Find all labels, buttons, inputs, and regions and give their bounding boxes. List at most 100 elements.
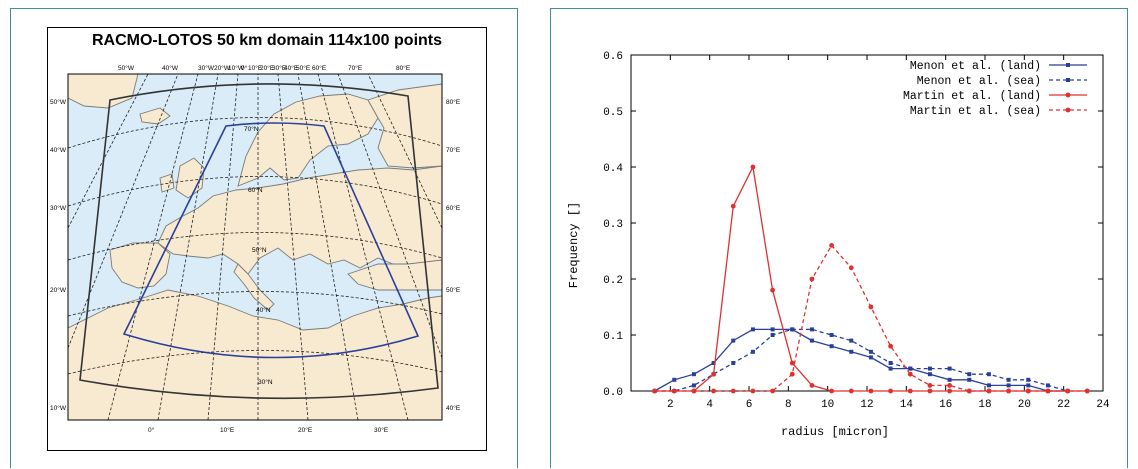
bottom-lon-label: 0° — [148, 426, 155, 434]
top-lon-label: 60°E — [312, 64, 327, 72]
data-point — [1065, 388, 1070, 394]
top-lon-label: 50°E — [296, 64, 311, 72]
data-point — [868, 388, 874, 394]
greenland-land — [68, 74, 139, 109]
data-point — [888, 361, 893, 365]
map-canvas: 50°W 40°W 30°W 20°W 10°W 0° 10°E 20°E 30… — [50, 64, 461, 434]
x-tick-label: 6 — [746, 399, 753, 411]
data-point — [711, 371, 716, 377]
data-point — [947, 366, 952, 371]
data-point — [731, 338, 736, 343]
right-lon-label: 40°E — [446, 404, 461, 412]
legend-marker — [1066, 78, 1070, 82]
lat-label: 70°N — [244, 125, 259, 133]
data-point — [829, 388, 834, 394]
top-lon-label: 0° — [241, 64, 248, 72]
iceland-land — [139, 107, 171, 125]
data-point — [750, 327, 755, 332]
left-lon-label: 40°W — [50, 146, 67, 154]
grid-lon-7 — [317, 74, 409, 420]
data-point — [770, 333, 775, 337]
legend-label: Martin et al. (sea) — [910, 105, 1041, 118]
y-tick-label: 0.6 — [603, 51, 623, 63]
top-lon-label: 10°E — [248, 64, 263, 72]
y-tick-label: 0.3 — [603, 219, 623, 231]
map-figure: RACMO-LOTOS 50 km domain 114x100 points — [47, 27, 487, 451]
data-point — [770, 388, 775, 394]
scandinavia-land — [237, 93, 379, 187]
data-point — [927, 366, 932, 371]
y-tick-label: 0.4 — [603, 163, 623, 175]
x-tick-label: 10 — [821, 399, 834, 411]
data-point — [986, 388, 992, 394]
left-lon-label: 50°W — [50, 98, 67, 106]
top-lon-label: 50°W — [118, 64, 135, 72]
data-point — [927, 383, 933, 388]
data-point — [829, 243, 834, 248]
y-tick-label: 0.0 — [603, 387, 623, 399]
data-point — [671, 388, 677, 394]
x-tick-label: 16 — [939, 399, 952, 411]
series-line — [654, 328, 1068, 392]
data-point — [1006, 383, 1011, 388]
data-point — [790, 327, 795, 332]
series-line — [654, 244, 1088, 392]
right-lon-label: 70°E — [446, 146, 461, 154]
data-point — [770, 327, 775, 332]
top-lon-label: 70°E — [348, 64, 363, 72]
x-tick-label: 12 — [860, 399, 873, 411]
left-lon-label: 30°W — [50, 204, 67, 212]
top-lon-label: 40°E — [284, 64, 299, 72]
data-point — [848, 388, 854, 394]
data-point — [711, 388, 716, 394]
inner-domain — [122, 122, 420, 359]
series-layer — [652, 164, 1090, 394]
grid-lon-6 — [297, 74, 359, 420]
left-lon-label: 10°W — [50, 404, 67, 412]
x-tick-label: 18 — [978, 399, 991, 411]
data-point — [789, 371, 795, 377]
top-lon-label: 40°W — [162, 64, 179, 72]
x-tick-label: 14 — [900, 399, 914, 411]
map-labels: 50°W 40°W 30°W 20°W 10°W 0° 10°E 20°E 30… — [50, 64, 461, 434]
data-point — [730, 203, 736, 209]
lat-label: 50°N — [252, 246, 267, 254]
data-point — [868, 304, 874, 310]
x-tick-label: 20 — [1018, 399, 1031, 411]
data-point — [1045, 388, 1051, 394]
grid-lon-9 — [337, 74, 442, 359]
data-point — [966, 388, 972, 394]
italy-land — [233, 263, 275, 311]
data-point — [888, 388, 893, 394]
data-point — [809, 327, 814, 332]
data-point — [1026, 377, 1031, 382]
top-lon-label: 10°W — [228, 64, 245, 72]
data-point — [809, 276, 815, 282]
data-point — [908, 366, 913, 371]
chart-panel: 2 4 6 8 10 12 14 16 18 20 22 24 0.0 0.1 0.2 0.3 0.4 0.5 0.… — [550, 8, 1128, 468]
data-point — [691, 388, 697, 394]
grid-lat-40 — [68, 291, 442, 317]
data-point — [730, 388, 736, 394]
data-point — [947, 388, 952, 394]
data-point — [750, 164, 756, 170]
grid-lon-1 — [107, 74, 199, 420]
data-point — [770, 287, 775, 293]
data-point — [829, 344, 834, 349]
legend-label: Menon et al. (land) — [910, 60, 1041, 73]
data-point — [1006, 388, 1011, 394]
legend-marker — [1066, 63, 1070, 67]
map-title: RACMO-LOTOS 50 km domain 114x100 points — [91, 32, 443, 49]
data-point — [888, 366, 893, 371]
data-point — [829, 333, 834, 337]
data-point — [1025, 388, 1031, 394]
legend: Menon et al. (land) Menon et al. (sea) Mar… — [903, 60, 1087, 118]
top-lon-label: 80°E — [396, 64, 411, 72]
grid-lon-3 — [207, 74, 239, 420]
top-lon-label: 20°W — [214, 64, 231, 72]
x-tick-label: 22 — [1057, 399, 1070, 411]
graticule — [68, 74, 442, 420]
grid-lon-5 — [277, 74, 309, 420]
y-axis-label: Frequency [] — [567, 202, 581, 288]
legend-marker — [1065, 107, 1071, 113]
